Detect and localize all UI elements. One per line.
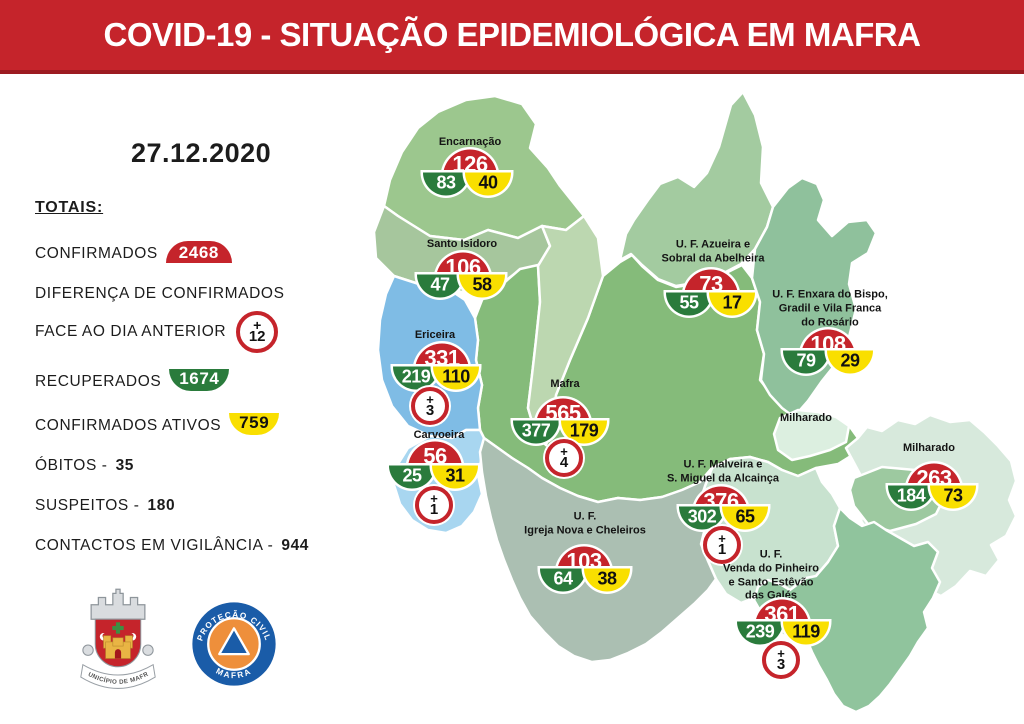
diferenca-row: DIFERENÇA DE CONFIRMADOS FACE AO DIA ANT… bbox=[35, 285, 370, 353]
region-label-milharado-main: Milharado bbox=[903, 442, 955, 455]
recovered-badge-mafra: 377 bbox=[513, 420, 559, 444]
region-label-carvoeira: Carvoeira bbox=[413, 429, 465, 442]
recovered-badge-santo-isidoro: 47 bbox=[417, 274, 463, 298]
confirmed-badge-ericeira: 331 bbox=[415, 343, 469, 371]
recovered-badge-milharado-main: 184 bbox=[888, 485, 934, 509]
region-milharado-exclave bbox=[772, 408, 851, 462]
municipio-de-mafra-crest: MUNICÍPIO DE MAFRA bbox=[66, 582, 156, 689]
recovered-badge-venda-pinheiro-gales: 239 bbox=[737, 621, 783, 645]
active-badge-azueira-sobral: 17 bbox=[709, 292, 755, 316]
recovered-badge-igreja-nova-cheleiros: 64 bbox=[540, 568, 586, 592]
daily-change-badge-mafra: +4 bbox=[545, 439, 583, 477]
active-badge-malveira-alcainca: 65 bbox=[722, 506, 768, 530]
active-badge-igreja-nova-cheleiros: 38 bbox=[584, 568, 630, 592]
active-badge-carvoeira: 31 bbox=[432, 465, 478, 489]
recuperados-row: RECUPERADOS 1674 bbox=[35, 369, 370, 391]
page-title: COVID-19 - SITUAÇÃO EPIDEMIOLÓGICA EM MA… bbox=[103, 16, 921, 53]
confirmados-label: CONFIRMADOS bbox=[35, 245, 158, 262]
footer-logos: MUNICÍPIO DE MAFRA PROTEÇÃO CIVIL MAFRA bbox=[66, 582, 280, 706]
active-badge-enxara-gradil-rosario: 29 bbox=[827, 350, 873, 374]
obitos-row: ÓBITOS - 35 bbox=[35, 457, 370, 475]
svg-text:MAFRA: MAFRA bbox=[214, 666, 253, 680]
region-label-venda-pinheiro-gales: U. F. Venda do Pinheiro e Santo Estêvão … bbox=[723, 548, 819, 602]
region-venda-pinheiro-gales bbox=[752, 506, 942, 714]
region-azueira-sobral bbox=[618, 90, 775, 288]
confirmados-total-badge: 2468 bbox=[165, 241, 232, 263]
totals-heading: TOTAIS: bbox=[35, 199, 104, 216]
contactos-label: CONTACTOS EM VIGILÂNCIA - bbox=[35, 537, 274, 554]
region-label-igreja-nova-cheleiros: U. F. Igreja Nova e Cheleiros bbox=[524, 510, 646, 536]
confirmados-row: CONFIRMADOS 2468 bbox=[35, 241, 370, 263]
recuperados-total-badge: 1674 bbox=[169, 369, 230, 391]
report-date: 27.12.2020 bbox=[131, 138, 272, 168]
recuperados-label: RECUPERADOS bbox=[35, 373, 162, 390]
region-label-ericeira: Ericeira bbox=[414, 329, 456, 342]
protecao-civil-logo: PROTEÇÃO CIVIL MAFRA bbox=[190, 600, 278, 688]
region-enxara-gradil-rosario bbox=[750, 176, 878, 419]
contactos-value: 944 bbox=[281, 537, 310, 554]
daily-change-badge-carvoeira: +1 bbox=[415, 486, 453, 524]
plus-sign: + bbox=[253, 316, 262, 333]
ativos-total-badge: 759 bbox=[229, 413, 280, 435]
header-banner: COVID-19 - SITUAÇÃO EPIDEMIOLÓGICA EM MA… bbox=[0, 0, 1024, 74]
region-label-encarnacao: Encarnação bbox=[438, 136, 502, 149]
daily-change-badge-venda-pinheiro-gales: +3 bbox=[762, 641, 800, 679]
ativos-row: CONFIRMADOS ATIVOS 759 bbox=[35, 413, 370, 435]
active-badge-encarnacao: 40 bbox=[465, 172, 511, 196]
ribbon bbox=[80, 663, 156, 689]
suspeitos-label: SUSPEITOS - bbox=[35, 497, 140, 514]
recovered-badge-enxara-gradil-rosario: 79 bbox=[783, 350, 829, 374]
recovered-badge-azueira-sobral: 55 bbox=[666, 292, 712, 316]
ativos-label: CONFIRMADOS ATIVOS bbox=[35, 417, 222, 434]
protecao-civil-bottom-text: MAFRA bbox=[214, 666, 251, 680]
active-badge-santo-isidoro: 58 bbox=[459, 274, 505, 298]
active-badge-ericeira: 110 bbox=[433, 366, 479, 390]
civil-protection-triangle bbox=[218, 627, 250, 656]
region-label-mafra: Mafra bbox=[550, 378, 580, 391]
mural-crown bbox=[90, 588, 146, 620]
contactos-row: CONTACTOS EM VIGILÂNCIA - 944 bbox=[35, 537, 370, 555]
active-badge-milharado-main: 73 bbox=[930, 485, 976, 509]
region-label-milharado-exclave: Milharado bbox=[780, 412, 832, 425]
region-label-enxara-gradil-rosario: U. F. Enxara do Bispo, Gradil e Vila Fra… bbox=[772, 288, 888, 328]
suspeitos-row: SUSPEITOS - 180 bbox=[35, 497, 370, 515]
confirmed-badge-carvoeira: 56 bbox=[408, 441, 462, 469]
recovered-badge-ericeira: 219 bbox=[393, 366, 439, 390]
active-badge-venda-pinheiro-gales: 119 bbox=[783, 621, 829, 645]
recovered-badge-malveira-alcainca: 302 bbox=[679, 506, 725, 530]
totals-panel: 27.12.2020 TOTAIS: CONFIRMADOS 2468 DIFE… bbox=[35, 138, 370, 577]
daily-change-badge-malveira-alcainca: +1 bbox=[703, 526, 741, 564]
suspeitos-value: 180 bbox=[147, 497, 176, 514]
mafra-municipality-map: Encarnação 126 83 40 Santo Isidoro 106 47 58 Maf… bbox=[370, 90, 1020, 714]
map-badge-layer: Encarnação 126 83 40 Santo Isidoro 106 47 58 Maf… bbox=[370, 90, 1020, 714]
region-label-malveira-alcainca: U. F. Malveira e S. Miguel da Alcainça bbox=[666, 458, 780, 484]
diferenca-label-line2: FACE AO DIA ANTERIOR bbox=[35, 323, 227, 340]
region-label-santo-isidoro: Santo Isidoro bbox=[426, 238, 498, 251]
recovered-badge-carvoeira: 25 bbox=[389, 465, 435, 489]
region-label-azueira-sobral: U. F. Azueira e Sobral da Abelheira bbox=[661, 238, 765, 264]
active-badge-mafra: 179 bbox=[561, 420, 607, 444]
obitos-value: 35 bbox=[115, 457, 135, 474]
obitos-label: ÓBITOS - bbox=[35, 457, 108, 474]
recovered-badge-encarnacao: 83 bbox=[423, 172, 469, 196]
diferenca-total-badge: + 12 bbox=[236, 311, 279, 353]
daily-change-badge-ericeira: +3 bbox=[411, 387, 449, 425]
diferenca-label-line1: DIFERENÇA DE CONFIRMADOS bbox=[35, 285, 285, 302]
